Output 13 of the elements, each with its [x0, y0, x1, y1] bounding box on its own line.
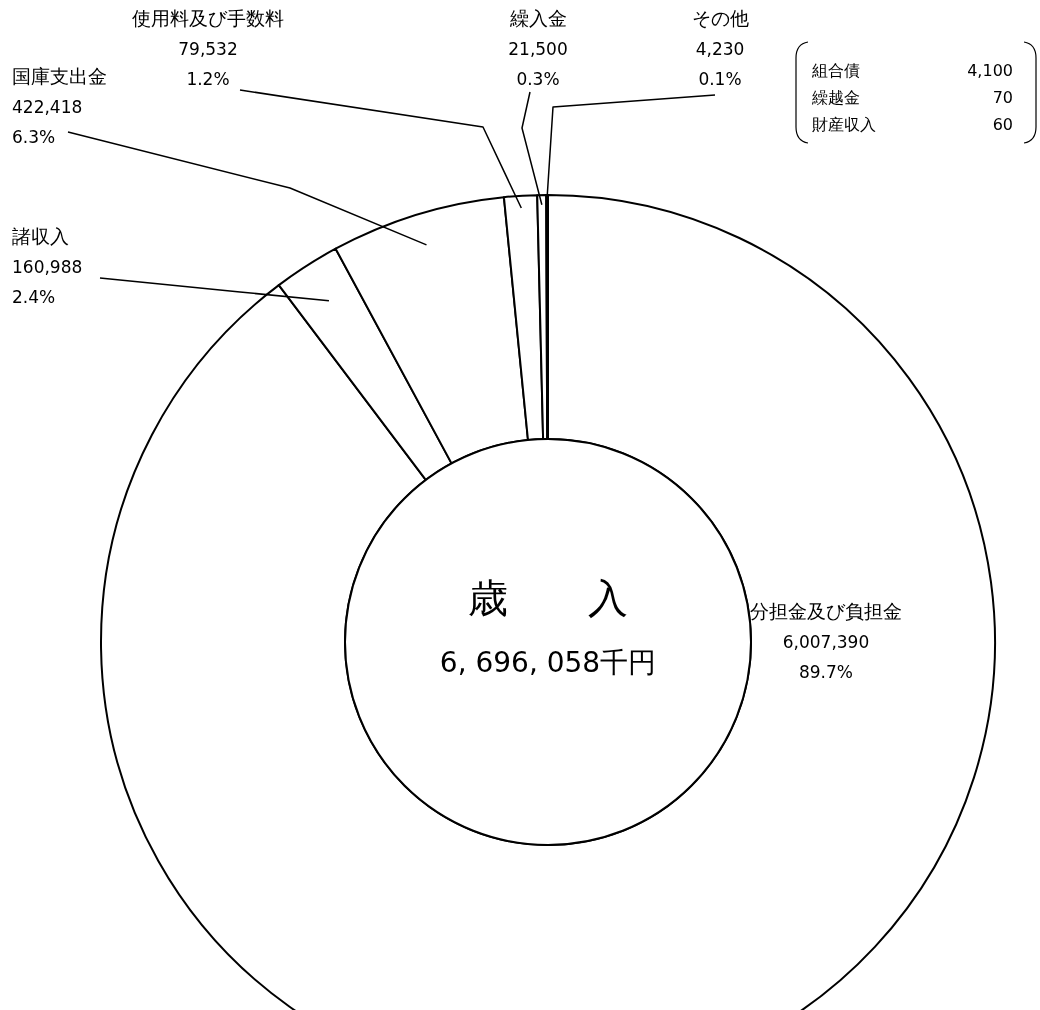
data-label: 79,532 1.2% — [178, 39, 238, 89]
data-label: 160,988 2.4% — [12, 257, 83, 307]
slice-label: 使用料及び手数料 — [132, 7, 284, 29]
breakdown-note: 組合債 4,100 繰越金 70 財産収入 60 — [795, 41, 1037, 144]
slice-label: 国庫支出金 — [12, 65, 107, 87]
slice-label: その他 — [691, 7, 749, 29]
slice-label: 繰入金 — [508, 7, 567, 29]
slice-label: 諸収入 — [12, 225, 69, 247]
text: 歳 入 — [468, 575, 628, 621]
data-label: 422,418 6.3% — [12, 97, 83, 147]
text: 6, 696, 058千円 — [439, 646, 657, 679]
data-label: 4,230 0.1% — [695, 39, 745, 89]
data-label: 21,500 0.3% — [508, 39, 568, 89]
